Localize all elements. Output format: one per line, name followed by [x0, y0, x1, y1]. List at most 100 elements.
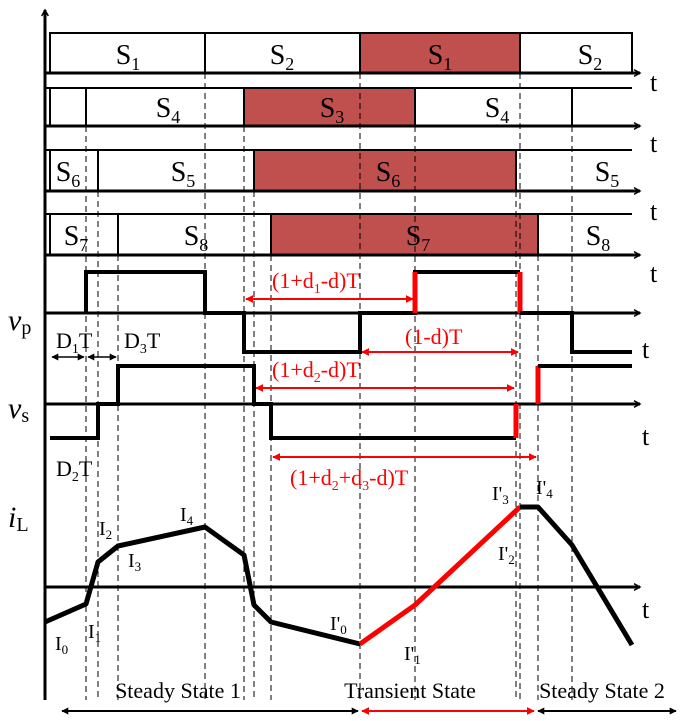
- t-label: t: [642, 595, 650, 624]
- vp-interval-label: (1+d: [272, 268, 314, 293]
- il-label-sub: L: [16, 514, 28, 536]
- segment-s6-active: [253, 149, 517, 192]
- vp-trace-after: [520, 311, 632, 354]
- svg-text:I'2: I'2: [498, 543, 515, 567]
- switch-label-sub: 7: [79, 235, 88, 255]
- svg-text:S8: S8: [184, 221, 209, 255]
- d3t-tail: T: [147, 328, 161, 353]
- current-label-sub: 4: [546, 486, 553, 501]
- d3t-sub: 3: [140, 342, 147, 357]
- svg-text:S4: S4: [485, 93, 510, 127]
- svg-text:S4: S4: [156, 93, 181, 127]
- switch-label: S: [578, 40, 594, 71]
- d2t-sub: 2: [72, 470, 79, 485]
- segment-s2-b: [519, 32, 633, 74]
- switch-label: S: [56, 157, 72, 188]
- current-label: I: [55, 633, 62, 655]
- svg-text:I'4: I'4: [536, 477, 553, 501]
- steady-state-1-label: Steady State 1: [115, 678, 241, 703]
- il-transient-trace: [358, 505, 522, 647]
- il-steady-trace: [43, 524, 361, 647]
- switch-label-sub: 8: [601, 235, 610, 255]
- t-label: t: [650, 197, 658, 226]
- segment-s2-a: [204, 32, 361, 74]
- il-waveform: iL t I0 I1 I2 I3 I4 I'0 I'1 I'2 I'3 I'4: [8, 477, 650, 667]
- svg-text:I4: I4: [180, 504, 194, 528]
- current-label-sub: 0: [340, 622, 347, 637]
- current-label: I: [128, 550, 135, 572]
- current-label-sub: 3: [502, 492, 509, 507]
- switch-rows: S1 S2 S1 S2 t S4 S3 S4 t S6 S5: [45, 32, 658, 288]
- svg-text:S3: S3: [320, 93, 345, 127]
- vs-interval2-tail: -d)T: [369, 465, 409, 490]
- interval-annotations: D1T D3T D2T (1+d1-d)T (1-d)T (1+d2-d)T (…: [51, 268, 537, 494]
- current-label: I': [536, 477, 546, 499]
- switch-label-sub: 8: [199, 235, 208, 255]
- svg-text:S7: S7: [406, 221, 431, 255]
- switch-label: S: [270, 40, 286, 71]
- current-label: I': [498, 543, 508, 565]
- switch-label: S: [406, 221, 422, 252]
- d2t-label: D: [56, 456, 72, 481]
- switch-label-sub: 5: [186, 171, 195, 191]
- svg-text:I0: I0: [55, 633, 68, 657]
- switch-label: S: [428, 40, 444, 71]
- d2t-tail: T: [79, 456, 93, 481]
- vs-interval1-sub: 2: [314, 371, 321, 386]
- vs-interval2-label: (1+d: [290, 465, 332, 490]
- vs-waveform: vs t: [8, 364, 650, 451]
- current-label: I': [492, 483, 502, 505]
- svg-text:(1+d2-d)T: (1+d2-d)T: [272, 357, 360, 386]
- svg-text:I3: I3: [128, 550, 141, 574]
- t-label: t: [650, 129, 658, 158]
- svg-text:I'0: I'0: [330, 613, 347, 637]
- vp-waveform: vp t: [8, 270, 650, 364]
- transient-state-label: Transient State: [344, 678, 476, 703]
- current-label-sub: 1: [414, 652, 421, 667]
- t-label: t: [642, 422, 650, 451]
- switch-label: S: [184, 221, 200, 252]
- switch-label-sub: 2: [285, 54, 294, 74]
- t-label: t: [650, 68, 658, 97]
- d1t-sub: 1: [72, 342, 79, 357]
- current-label: I: [99, 518, 106, 540]
- switch-label-sub: 6: [391, 171, 400, 191]
- il-steady2-trace: [520, 504, 635, 647]
- switch-label: S: [116, 40, 132, 71]
- current-label: I': [404, 643, 414, 665]
- switch-label: S: [485, 93, 501, 124]
- switch-label: S: [320, 93, 336, 124]
- switch-label: S: [376, 157, 392, 188]
- svg-text:vp: vp: [8, 304, 31, 339]
- vs-interval2-mid: +d: [339, 465, 362, 490]
- svg-text:S5: S5: [595, 157, 620, 191]
- t-label: t: [650, 259, 658, 288]
- svg-text:S1: S1: [428, 40, 453, 74]
- vs-label: v: [8, 392, 22, 425]
- svg-text:iL: iL: [8, 501, 29, 536]
- svg-text:D1T: D1T: [56, 328, 93, 357]
- switch-row-1: S1 S2 S1 S2 t: [45, 32, 658, 97]
- dashed-guides: [85, 73, 573, 700]
- svg-text:I'3: I'3: [492, 483, 509, 507]
- svg-text:D3T: D3T: [124, 328, 161, 357]
- svg-text:I1: I1: [88, 621, 101, 645]
- vp-label: v: [8, 304, 22, 337]
- switch-row-3: S6 S5 S6 S5 t: [45, 149, 658, 226]
- switch-label: S: [171, 157, 187, 188]
- switch-row-4: S7 S8 S7 S8 t: [45, 213, 658, 288]
- switch-label-sub: 5: [610, 171, 619, 191]
- switch-row-2: S4 S3 S4 t: [45, 87, 658, 158]
- switch-label: S: [586, 221, 602, 252]
- switch-label-sub: 1: [443, 54, 452, 74]
- svg-text:S6: S6: [376, 157, 401, 191]
- switch-label-sub: 2: [593, 54, 602, 74]
- current-label-sub: 2: [508, 552, 515, 567]
- svg-text:D2T: D2T: [56, 456, 93, 485]
- vs-label-sub: s: [21, 405, 29, 427]
- svg-text:I2: I2: [99, 518, 112, 542]
- svg-text:S8: S8: [586, 221, 611, 255]
- switch-label-sub: 4: [171, 107, 180, 127]
- svg-text:(1+d2+d3-d)T: (1+d2+d3-d)T: [290, 465, 409, 494]
